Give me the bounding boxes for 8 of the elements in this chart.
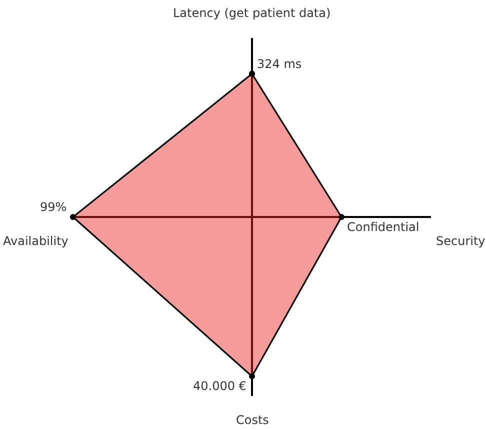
spoke-label: Availability [3,234,68,248]
text: Confidential [347,220,420,234]
text: 99% [40,200,67,214]
spoke-label: Latency (get patient data) [173,6,331,20]
spoke-label: Costs [236,413,269,427]
text: 324 ms [257,57,302,71]
spoke-label: Security [436,234,486,248]
text: 40.000 € [193,379,246,393]
